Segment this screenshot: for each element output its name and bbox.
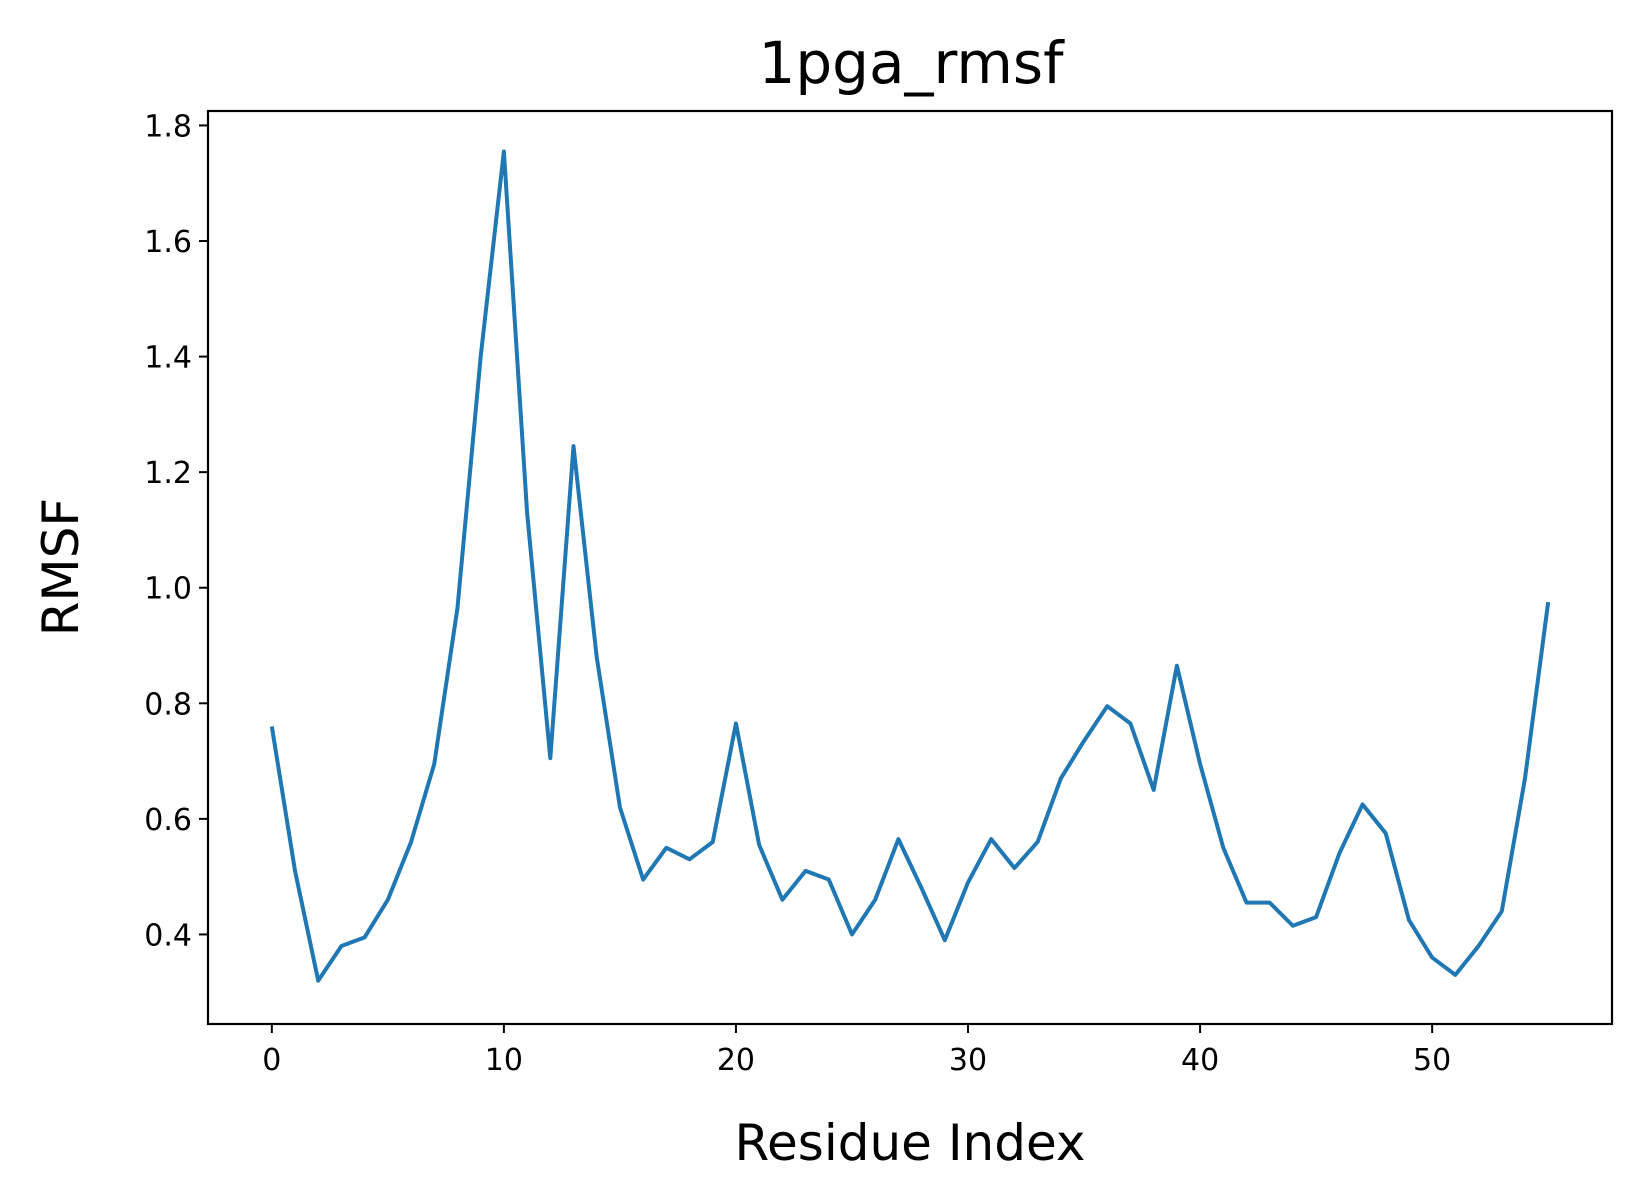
series-layer xyxy=(269,149,1551,983)
chart-title: 1pga_rmsf xyxy=(758,29,1065,97)
y-tick-label: 1.2 xyxy=(144,456,192,491)
y-tick-label: 1.4 xyxy=(144,341,192,376)
x-tick-label: 40 xyxy=(1181,1043,1219,1078)
y-tick-label: 1.0 xyxy=(144,572,192,607)
y-axis: 0.4 0.6 0.8 1.0 1.2 1.4 1.6 1.8 xyxy=(144,109,208,953)
rmsf-series-line xyxy=(269,149,1551,983)
y-tick-label: 1.8 xyxy=(144,109,192,144)
y-tick-label: 1.6 xyxy=(144,225,192,260)
y-tick-label: 0.8 xyxy=(144,687,192,722)
x-axis: 0 10 20 30 40 50 xyxy=(262,1024,1451,1078)
y-tick-label: 0.6 xyxy=(144,803,192,838)
y-axis-label: RMSF xyxy=(32,498,90,636)
y-tick-label: 0.4 xyxy=(144,918,192,953)
x-tick-label: 0 xyxy=(262,1043,281,1078)
x-tick-label: 50 xyxy=(1413,1043,1451,1078)
x-tick-label: 10 xyxy=(485,1043,523,1078)
x-axis-label: Residue Index xyxy=(735,1114,1086,1172)
x-tick-label: 20 xyxy=(717,1043,755,1078)
plot-frame xyxy=(206,109,1614,1026)
plot-area xyxy=(206,109,1614,1026)
x-tick-label: 30 xyxy=(949,1043,987,1078)
